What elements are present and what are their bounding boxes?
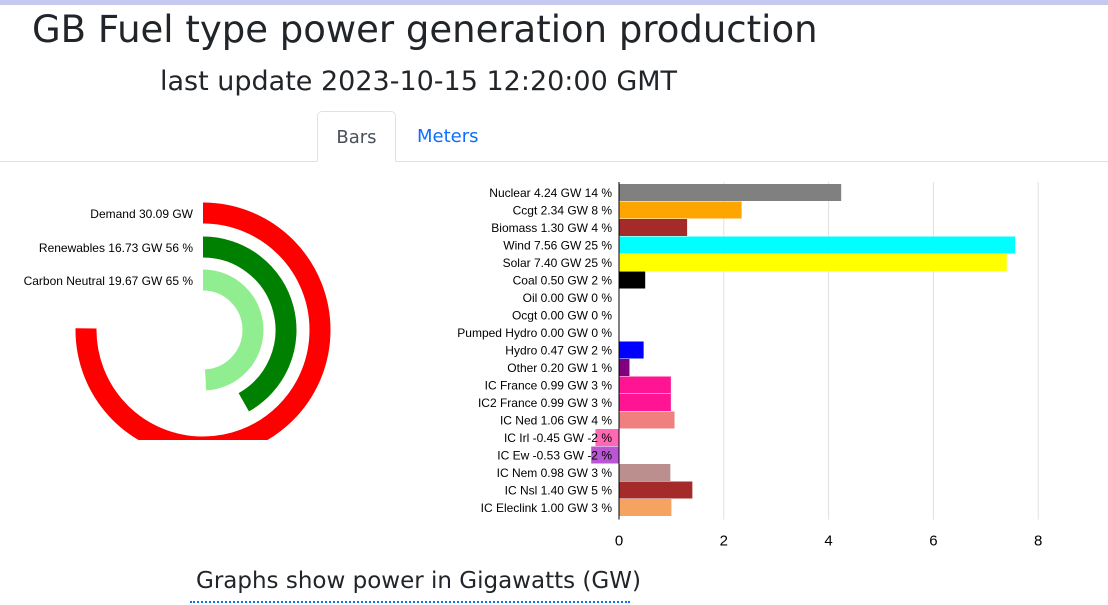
tabs-divider bbox=[0, 161, 1108, 162]
bar-label-8: Pumped Hydro 0.00 GW 0 % bbox=[457, 326, 612, 340]
fuel-bar-chart: Nuclear 4.24 GW 14 % Ccgt 2.34 GW 8 % Biom… bbox=[457, 182, 1042, 550]
x-tick-label-2: 4 bbox=[824, 533, 832, 550]
bar-15 bbox=[591, 446, 619, 464]
bar-label-3: Wind 7.56 GW 25 % bbox=[503, 239, 612, 253]
radial-arc-2 bbox=[202, 269, 264, 391]
bar-label-0: Nuclear 4.24 GW 14 % bbox=[489, 186, 612, 200]
bar-label-6: Oil 0.00 GW 0 % bbox=[523, 291, 613, 305]
bar-0 bbox=[619, 184, 842, 201]
footer-note: Graphs show power in Gigawatts (GW) bbox=[196, 568, 641, 594]
bar-18 bbox=[619, 499, 672, 516]
bar-label-10: Other 0.20 GW 1 % bbox=[507, 361, 612, 375]
last-update-subtitle: last update 2023-10-15 12:20:00 GMT bbox=[160, 66, 678, 97]
footer-link-partial[interactable] bbox=[190, 597, 630, 605]
x-tick-label-0: 0 bbox=[615, 533, 623, 550]
bar-10 bbox=[619, 359, 630, 376]
bar-label-1: Ccgt 2.34 GW 8 % bbox=[513, 204, 613, 218]
bar-label-2: Biomass 1.30 GW 4 % bbox=[491, 221, 612, 235]
bar-label-9: Hydro 0.47 GW 2 % bbox=[505, 344, 612, 358]
bar-label-11: IC France 0.99 GW 3 % bbox=[485, 379, 613, 393]
bar-13 bbox=[619, 411, 675, 429]
bar-1 bbox=[619, 201, 742, 219]
bar-14 bbox=[595, 429, 619, 446]
bar-3 bbox=[619, 236, 1016, 254]
bar-5 bbox=[619, 271, 646, 289]
radial-arc-1 bbox=[202, 236, 297, 412]
bar-label-13: IC Ned 1.06 GW 4 % bbox=[500, 414, 612, 428]
bar-label-15: IC Ew -0.53 GW -2 % bbox=[497, 449, 612, 463]
tab-meters[interactable]: Meters bbox=[417, 126, 479, 147]
bar-label-7: Ocgt 0.00 GW 0 % bbox=[512, 309, 612, 323]
x-tick-label-3: 6 bbox=[929, 533, 937, 550]
bar-label-17: IC Nsl 1.40 GW 5 % bbox=[505, 484, 613, 498]
bar-4 bbox=[619, 254, 1007, 271]
top-accent-bar bbox=[0, 0, 1108, 5]
bar-label-12: IC2 France 0.99 GW 3 % bbox=[478, 396, 612, 410]
bar-label-16: IC Nem 0.98 GW 3 % bbox=[497, 466, 613, 480]
radial-label-0: Demand 30.09 GW bbox=[90, 207, 193, 221]
bar-17 bbox=[619, 481, 693, 499]
bar-label-14: IC Irl -0.45 GW -2 % bbox=[504, 431, 612, 445]
radial-label-1: Renewables 16.73 GW 56 % bbox=[39, 241, 193, 255]
bar-9 bbox=[619, 341, 644, 359]
radial-demand-chart: Demand 30.09 GW Renewables 16.73 GW 56 % C… bbox=[24, 202, 331, 440]
tab-bars[interactable]: Bars bbox=[317, 111, 396, 162]
bar-12 bbox=[619, 394, 671, 411]
radial-label-2: Carbon Neutral 19.67 GW 65 % bbox=[24, 274, 194, 288]
bar-label-5: Coal 0.50 GW 2 % bbox=[513, 274, 613, 288]
bar-16 bbox=[619, 464, 671, 481]
radial-arc-0 bbox=[75, 202, 331, 440]
x-tick-label-4: 8 bbox=[1034, 533, 1042, 550]
x-tick-label-1: 2 bbox=[720, 533, 728, 550]
page-title: GB Fuel type power generation production bbox=[32, 8, 818, 51]
bar-2 bbox=[619, 219, 688, 236]
bar-11 bbox=[619, 376, 671, 394]
bar-label-4: Solar 7.40 GW 25 % bbox=[503, 256, 613, 270]
bar-label-18: IC Eleclink 1.00 GW 3 % bbox=[481, 501, 613, 515]
